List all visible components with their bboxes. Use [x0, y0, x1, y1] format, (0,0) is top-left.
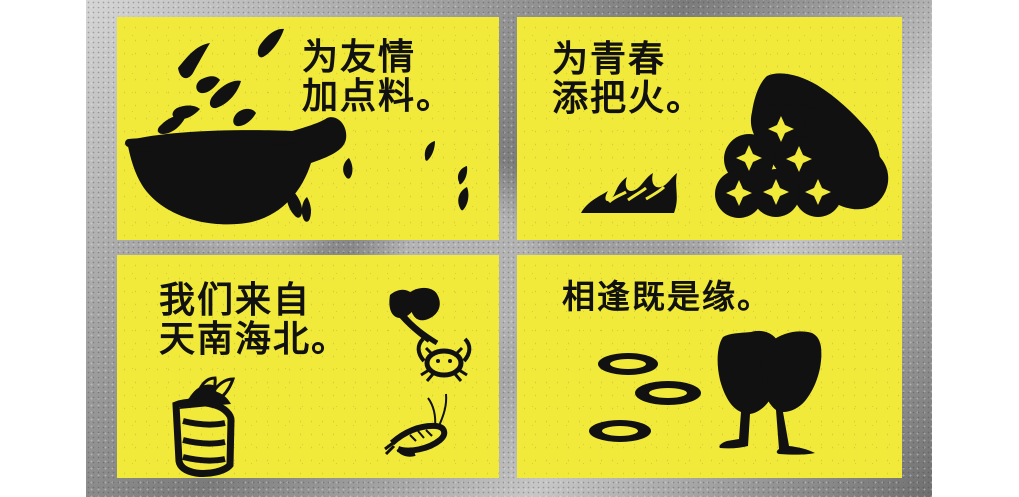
leafy-vegetable-icon: [389, 287, 440, 346]
panel-friendship: 为友情 加点料。: [117, 17, 499, 240]
panel-friendship-text: 为友情 加点料。: [302, 37, 455, 117]
toast-glasses-icon: [717, 330, 822, 455]
basket-icon: [172, 376, 236, 477]
panel-youth-text: 为青春 添把火。: [552, 39, 705, 119]
plate-ring-icons: [589, 353, 701, 442]
panel-fate: 相逢既是缘。: [517, 255, 902, 478]
shrimp-icon: [384, 393, 448, 457]
sausage-stack-icon: [715, 73, 889, 218]
panel-origins: 我们来自 天南海北。: [117, 255, 499, 478]
panel-youth: 为青春 添把火。: [517, 17, 902, 240]
panel-origins-text: 我们来自 天南海北。: [159, 280, 350, 360]
panel-fate-text: 相逢既是缘。: [562, 277, 772, 316]
crab-icon: [416, 337, 472, 382]
flame-icon: [581, 173, 677, 213]
spice-drops-icon: [157, 28, 469, 222]
